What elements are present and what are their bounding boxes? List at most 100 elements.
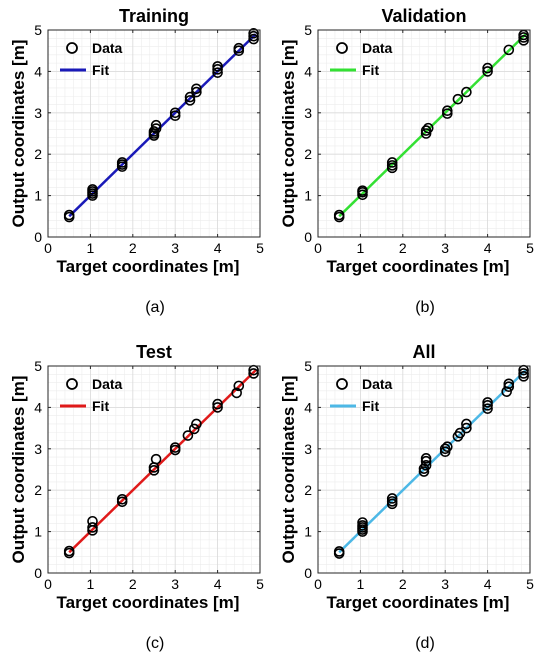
data-point	[169, 107, 181, 119]
legend: Data Fit	[330, 40, 393, 78]
data-point	[148, 465, 160, 476]
data-point	[461, 422, 472, 434]
data-point	[518, 371, 529, 382]
y-tick-label: 3	[304, 441, 312, 457]
data-point	[518, 35, 529, 46]
y-tick-label: 5	[34, 358, 42, 374]
axes-box	[317, 365, 531, 574]
chart-title: All	[412, 342, 435, 362]
data-point	[482, 397, 493, 408]
y-tick-label: 0	[304, 229, 312, 245]
data-point	[461, 86, 472, 98]
y-tick-label: 0	[34, 565, 42, 581]
x-tick-label: 3	[171, 240, 179, 256]
legend-label-fit: Fit	[362, 62, 379, 78]
legend: Data Fit	[330, 376, 393, 414]
data-point	[182, 430, 194, 441]
panel-caption: (d)	[415, 635, 435, 652]
data-point	[233, 42, 245, 54]
fit-line	[68, 369, 257, 554]
y-tick-label: 0	[34, 229, 42, 245]
y-axis-label: Output coordinates [m]	[279, 40, 298, 228]
data-point	[357, 517, 368, 528]
y-tick-label: 1	[34, 188, 42, 204]
data-point	[87, 522, 98, 533]
data-point	[386, 160, 398, 171]
data-point	[150, 453, 162, 465]
x-axis-label: Target coordinates [m]	[327, 257, 510, 276]
x-tick-label: 4	[484, 240, 492, 256]
data-point	[420, 125, 432, 136]
legend-data-marker	[66, 42, 78, 54]
data-point	[191, 418, 202, 430]
y-axis-label: Output coordinates [m]	[279, 376, 298, 564]
data-point	[87, 184, 98, 195]
y-tick-label: 4	[34, 63, 42, 79]
data-point	[420, 453, 432, 464]
axes-box	[47, 365, 261, 574]
legend-label-fit: Fit	[92, 62, 109, 78]
x-axis-label: Target coordinates [m]	[327, 593, 510, 612]
data-point	[169, 110, 181, 121]
data-point	[442, 108, 453, 119]
data-point	[420, 455, 432, 467]
y-tick-label: 4	[304, 399, 312, 415]
data-point	[248, 33, 259, 45]
data-point	[439, 443, 451, 455]
axes-box	[47, 29, 261, 238]
data-point	[184, 91, 196, 103]
panel-caption: (c)	[146, 635, 165, 652]
data-point	[386, 496, 398, 507]
data-point	[333, 209, 345, 221]
legend-label-data: Data	[92, 376, 123, 392]
legend: Data Fit	[60, 40, 123, 78]
y-tick-label: 2	[304, 146, 312, 162]
data-point	[452, 93, 464, 105]
data-point	[386, 493, 398, 504]
x-tick-label: 1	[357, 240, 365, 256]
y-axis-label: Output coordinates [m]	[9, 376, 28, 564]
data-points	[63, 28, 259, 223]
data-point	[386, 157, 398, 168]
data-point	[482, 400, 493, 411]
y-tick-label: 4	[34, 399, 42, 415]
data-point	[248, 30, 259, 42]
x-tick-label: 4	[214, 240, 222, 256]
x-tick-label: 4	[214, 576, 222, 592]
data-point	[503, 44, 515, 56]
y-tick-label: 5	[304, 22, 312, 38]
x-axis-label: Target coordinates [m]	[57, 593, 240, 612]
data-point	[63, 209, 75, 221]
x-tick-label: 2	[129, 240, 137, 256]
data-point	[503, 378, 515, 390]
x-tick-label: 5	[256, 240, 264, 256]
legend-data-marker	[66, 378, 78, 390]
data-points	[333, 29, 529, 223]
y-tick-label: 3	[34, 105, 42, 121]
data-point	[422, 122, 434, 134]
data-point	[482, 62, 493, 74]
data-points	[333, 364, 529, 559]
data-point	[212, 67, 223, 78]
x-tick-label: 2	[129, 576, 137, 592]
legend-data-marker	[336, 42, 348, 54]
chart-title: Test	[136, 342, 172, 362]
x-tick-label: 0	[44, 576, 52, 592]
data-point	[442, 441, 453, 453]
y-tick-label: 1	[34, 524, 42, 540]
y-tick-label: 2	[304, 482, 312, 498]
data-point	[212, 64, 223, 75]
data-point	[191, 86, 202, 98]
data-point	[212, 402, 223, 413]
data-point	[212, 398, 223, 410]
data-point	[454, 427, 466, 439]
x-tick-label: 3	[441, 576, 449, 592]
legend-label-fit: Fit	[92, 398, 109, 414]
data-point	[212, 61, 223, 72]
data-point	[482, 403, 493, 414]
panel-2: 0 1 2 3 4 5 0 1 2 3 4 5 Validation Target coordinates…	[279, 6, 534, 316]
y-tick-label: 3	[34, 441, 42, 457]
data-point	[116, 494, 128, 505]
data-point	[503, 381, 515, 393]
x-tick-label: 1	[87, 240, 95, 256]
